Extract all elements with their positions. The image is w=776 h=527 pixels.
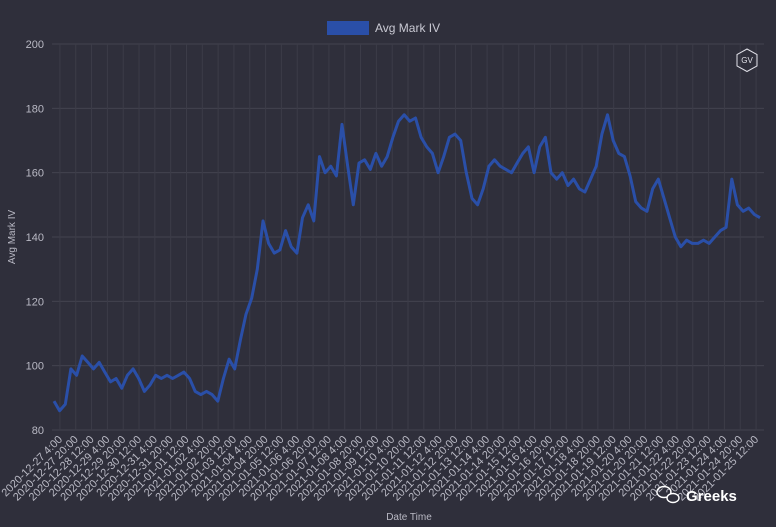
y-tick-label: 180: [26, 103, 44, 115]
y-axis-title: Avg Mark IV: [7, 210, 18, 265]
grid: [52, 43, 764, 431]
y-tick-label: 140: [26, 232, 44, 244]
y-tick-label: 100: [26, 361, 44, 373]
wechat-icon: [656, 485, 680, 504]
x-axis-title: Date Time: [386, 512, 432, 523]
gv-badge-text: GV: [741, 56, 753, 65]
gv-badge-logo: GV: [736, 48, 758, 73]
y-tick-label: 120: [26, 296, 44, 308]
legend[interactable]: Avg Mark IV: [327, 21, 440, 35]
series-line-avg-mark-iv[interactable]: [52, 113, 761, 413]
legend-swatch[interactable]: [327, 21, 369, 35]
y-tick-label: 80: [32, 425, 44, 437]
series-group: [52, 113, 761, 413]
y-tick-label: 200: [26, 39, 44, 51]
brand-watermark-text: Greeks: [686, 488, 737, 505]
y-tick-label: 160: [26, 168, 44, 180]
legend-label[interactable]: Avg Mark IV: [375, 21, 440, 35]
y-axis: 80 100 120 140 160 180 200: [26, 39, 44, 437]
greeks-watermark: Greeks: [656, 485, 737, 505]
